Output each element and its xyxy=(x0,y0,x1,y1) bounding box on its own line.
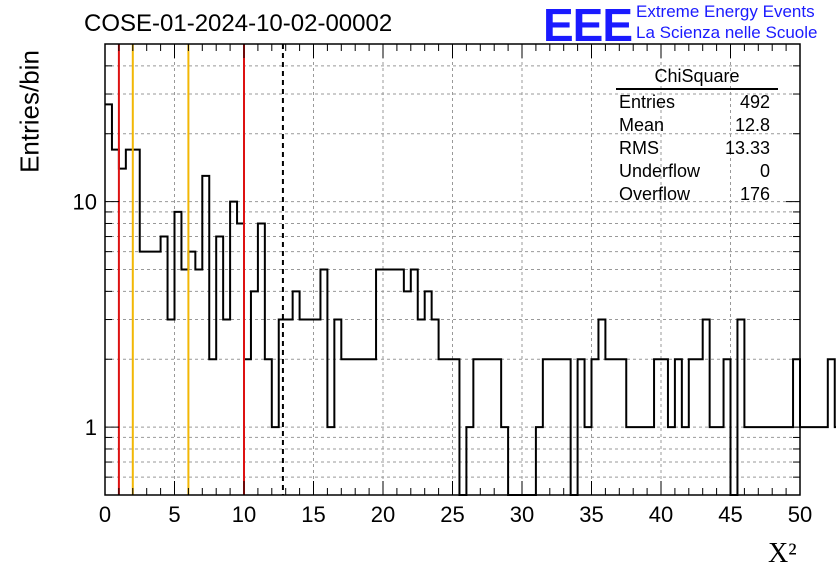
stats-value: 176 xyxy=(739,184,770,204)
stats-row: Underflow 0 xyxy=(612,160,782,183)
x-tick-label: 15 xyxy=(301,502,325,527)
x-axis-label: X² xyxy=(768,538,797,569)
y-axis-label: Entries/bin xyxy=(14,50,45,173)
stats-value: 492 xyxy=(739,92,770,112)
y-tick-label: 1 xyxy=(85,415,97,440)
x-tick-label: 35 xyxy=(579,502,603,527)
logo-tagline-2: La Scienza nelle Scuole xyxy=(636,23,818,42)
eee-logo: EEE xyxy=(543,0,633,51)
stats-value: 13.33 xyxy=(724,138,770,158)
stats-label: Overflow xyxy=(619,184,691,204)
x-tick-label: 45 xyxy=(718,502,742,527)
stats-title: ChiSquare xyxy=(616,66,778,90)
x-tick-label: 30 xyxy=(510,502,534,527)
x-tick-label: 25 xyxy=(440,502,464,527)
y-tick-label: 10 xyxy=(73,190,97,215)
stats-value: 0 xyxy=(759,161,770,181)
stats-label: Underflow xyxy=(619,161,701,181)
x-tick-label: 50 xyxy=(788,502,812,527)
x-tick-label: 10 xyxy=(232,502,256,527)
stats-box: ChiSquare Entries 492 Mean 12.8 RMS 13.33 U… xyxy=(612,66,782,206)
x-tick-label: 40 xyxy=(649,502,673,527)
stats-label: RMS xyxy=(619,138,659,158)
x-tick-label: 5 xyxy=(168,502,180,527)
x-tick-label: 0 xyxy=(99,502,111,527)
stats-label: Entries xyxy=(619,92,676,112)
stats-value: 12.8 xyxy=(734,115,770,135)
stats-label: Mean xyxy=(619,115,665,135)
logo-tagline-1: Extreme Energy Events xyxy=(636,2,815,21)
stats-row: Mean 12.8 xyxy=(612,114,782,137)
x-tick-label: 20 xyxy=(371,502,395,527)
stats-row: Entries 492 xyxy=(612,91,782,114)
stats-row: Overflow 176 xyxy=(612,183,782,206)
page-title: COSE-01-2024-10-02-00002 xyxy=(84,10,393,37)
histogram-outline xyxy=(105,103,836,496)
stats-row: RMS 13.33 xyxy=(612,137,782,160)
